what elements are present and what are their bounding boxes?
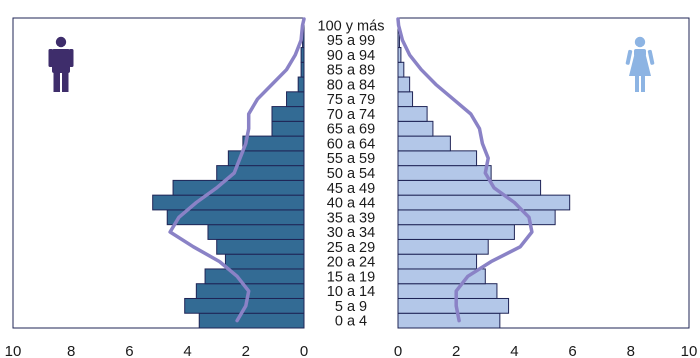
left-x-tick-label: 6	[125, 343, 133, 358]
right-x-tick-label: 8	[627, 343, 635, 358]
age-group-label: 90 a 94	[327, 48, 375, 64]
left-x-tick-label: 2	[242, 343, 250, 358]
left-bar-15-a-19	[204, 268, 305, 285]
left-bar-70-a-74	[271, 106, 305, 122]
female-icon	[625, 36, 655, 92]
right-x-tick-label: 0	[394, 343, 402, 358]
left-bar-45-a-49	[172, 179, 305, 196]
age-group-label: 30 a 34	[327, 225, 375, 241]
right-bar-45-a-49	[397, 179, 542, 196]
age-group-label: 100 y más	[318, 18, 385, 34]
right-bar-65-a-69	[397, 120, 434, 137]
age-group-label: 50 a 54	[327, 166, 375, 182]
left-bar-35-a-39	[166, 209, 305, 226]
age-group-label: 15 a 19	[327, 269, 375, 285]
age-group-label: 95 a 99	[327, 33, 375, 49]
right-x-tick-label: 4	[510, 343, 518, 358]
right-bar-5-a-9	[397, 297, 510, 314]
male-icon	[48, 36, 74, 92]
left-bar-75-a-79	[286, 91, 305, 108]
right-bar-0-a-4	[397, 312, 501, 329]
age-group-label: 55 a 59	[327, 151, 375, 167]
right-bar-60-a-64	[397, 135, 451, 152]
age-group-label: 40 a 44	[327, 196, 375, 212]
left-reference-line	[168, 17, 306, 323]
right-bar-20-a-24	[397, 253, 478, 270]
right-bar-30-a-34	[397, 224, 515, 240]
right-bar-55-a-59	[397, 150, 478, 167]
right-bar-15-a-19	[397, 268, 486, 285]
age-group-label: 5 a 9	[335, 299, 367, 315]
left-x-tick-label: 8	[67, 343, 75, 358]
left-bar-60-a-64	[242, 135, 305, 152]
age-group-label: 35 a 39	[327, 210, 375, 226]
left-x-tick-label: 4	[183, 343, 191, 358]
left-bar-65-a-69	[271, 120, 305, 137]
left-bar-30-a-34	[207, 224, 305, 240]
left-bar-20-a-24	[224, 253, 305, 270]
age-group-label: 70 a 74	[327, 107, 375, 123]
left-bar-80-a-84	[297, 76, 305, 93]
left-bar-0-a-4	[198, 312, 305, 329]
right-x-tick-label: 6	[568, 343, 576, 358]
age-group-label: 25 a 29	[327, 240, 375, 256]
left-bar-85-a-89	[300, 61, 305, 78]
left-bar-90-a-94	[300, 47, 305, 63]
right-x-tick-label: 2	[452, 343, 460, 358]
right-bar-90-a-94	[397, 47, 402, 63]
right-x-tick-label: 10	[681, 343, 698, 358]
right-bar-70-a-74	[397, 106, 428, 122]
right-bar-85-a-89	[397, 61, 405, 78]
age-group-label: 10 a 14	[327, 284, 375, 300]
left-bar-40-a-44	[152, 194, 305, 211]
right-bar-10-a-14	[397, 283, 498, 299]
age-group-label: 85 a 89	[327, 63, 375, 79]
right-bar-75-a-79	[397, 91, 414, 108]
right-bar-40-a-44	[397, 194, 571, 211]
age-group-label: 0 a 4	[335, 314, 367, 330]
right-bar-25-a-29	[397, 238, 489, 255]
age-group-label: 80 a 84	[327, 77, 375, 93]
age-group-label: 45 a 49	[327, 181, 375, 197]
right-bar-50-a-54	[397, 165, 492, 181]
age-group-label: 60 a 64	[327, 136, 375, 152]
right-reference-line	[396, 17, 534, 323]
age-group-label: 65 a 69	[327, 122, 375, 138]
age-group-label: 20 a 24	[327, 255, 375, 271]
left-bar-25-a-29	[216, 238, 305, 255]
left-x-tick-label: 0	[300, 343, 308, 358]
right-bar-80-a-84	[397, 76, 411, 93]
right-bar-95-a-99	[397, 32, 400, 49]
age-group-label: 75 a 79	[327, 92, 375, 108]
left-x-tick-label: 10	[5, 343, 22, 358]
